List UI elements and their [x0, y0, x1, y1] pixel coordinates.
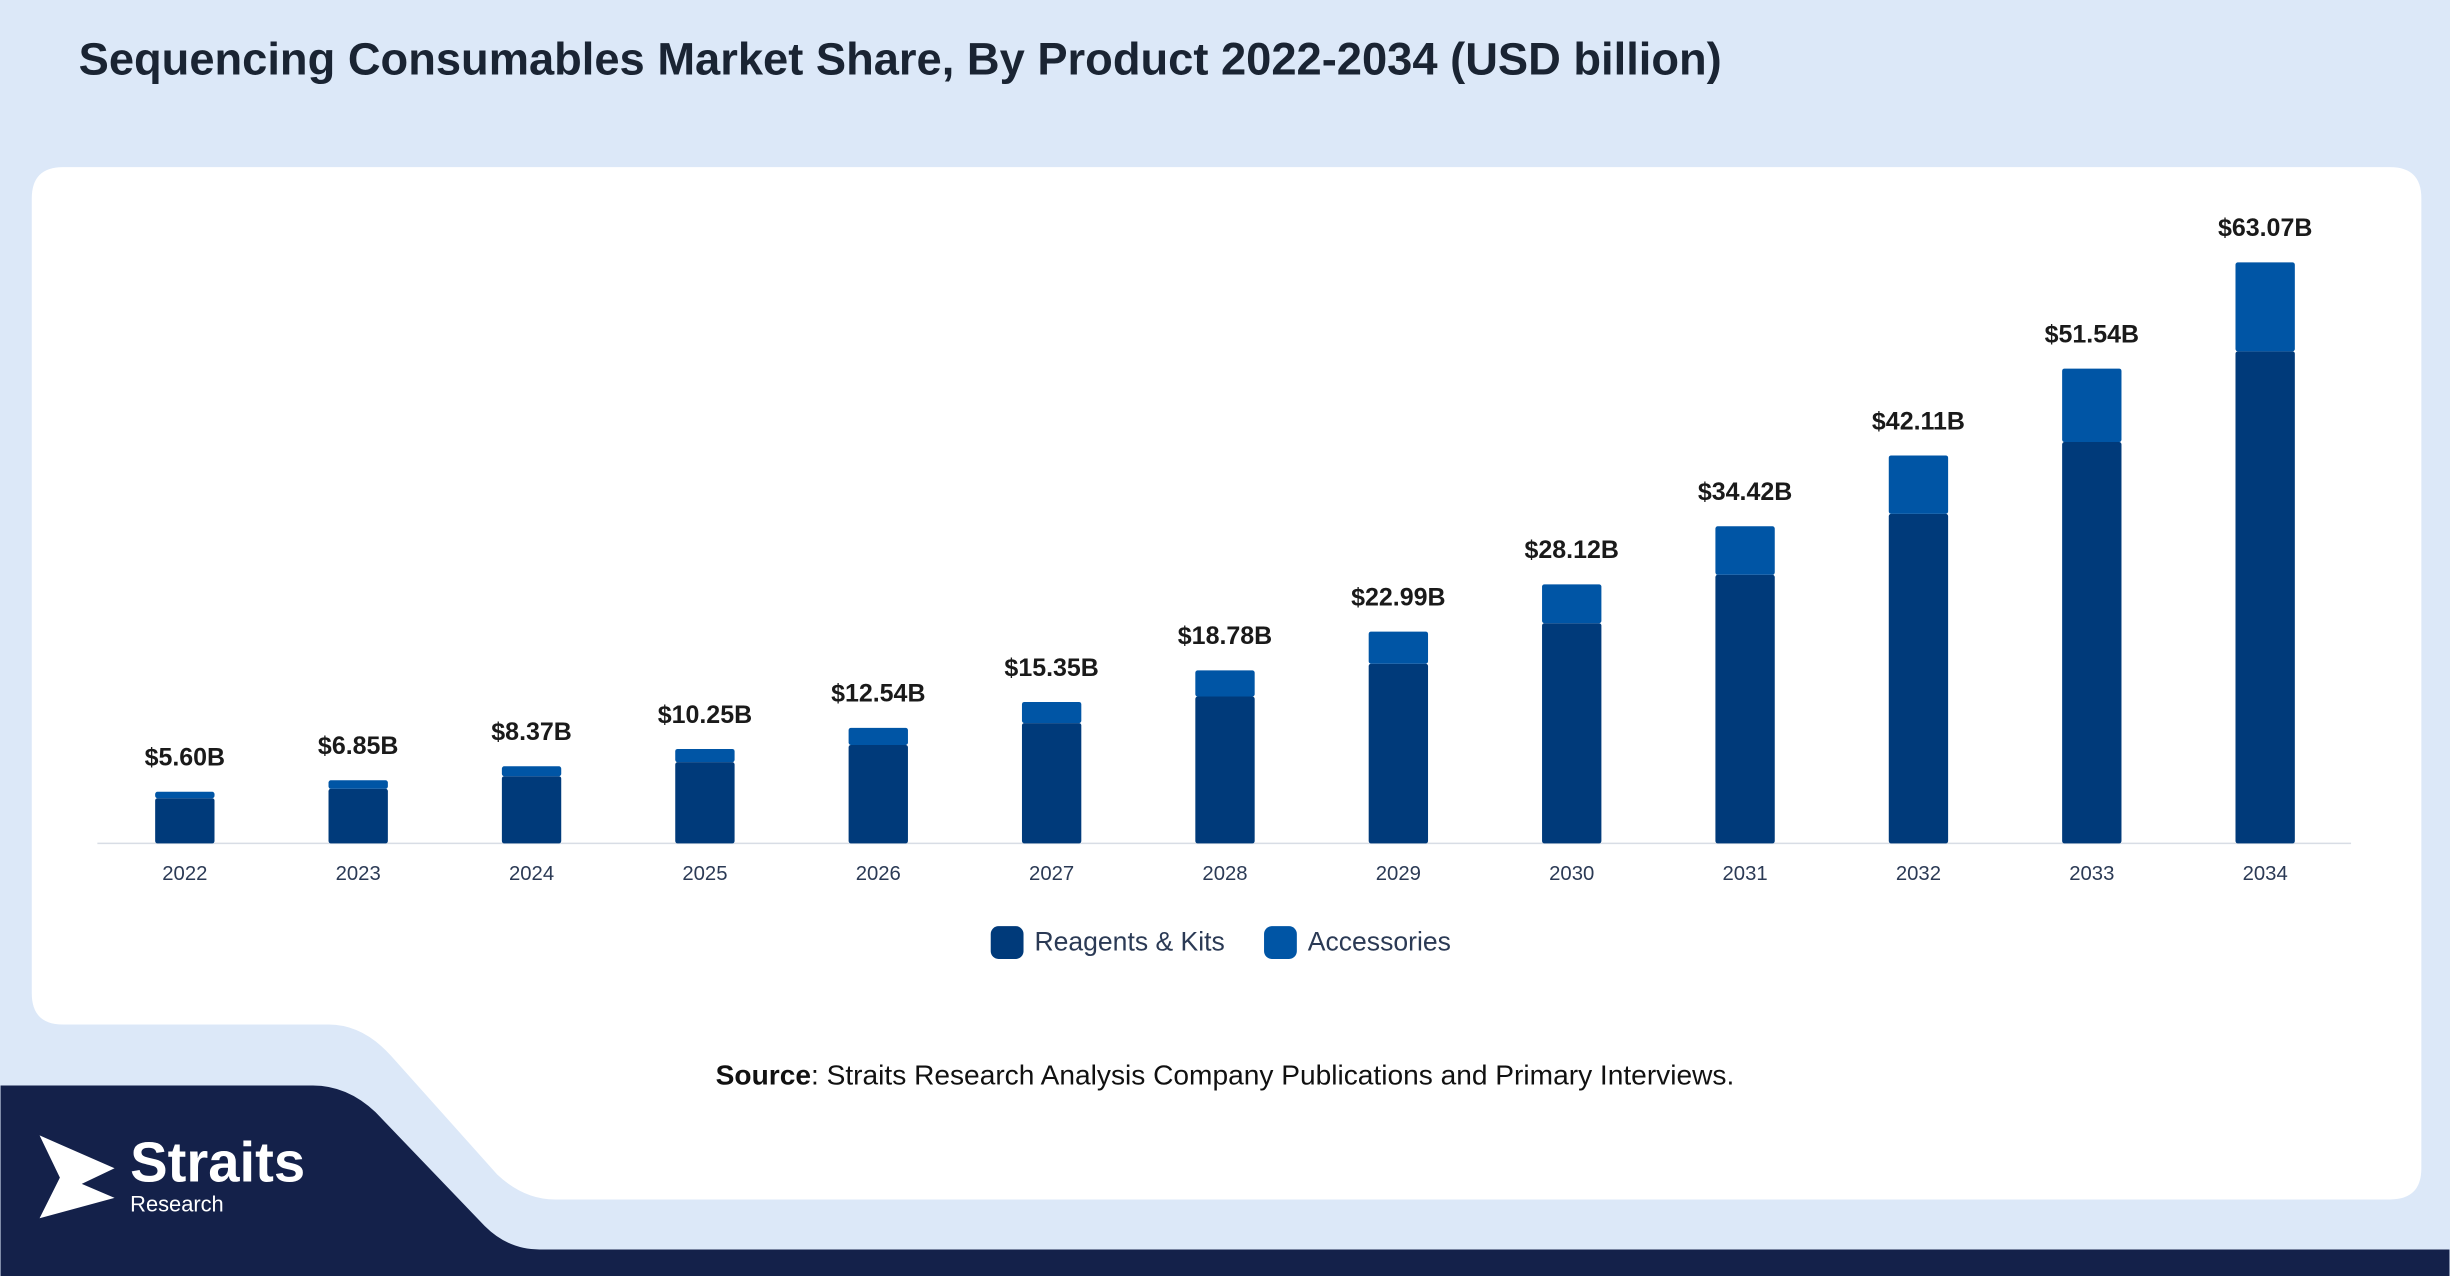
bar-segment	[1888, 513, 1949, 844]
logo-name: Straits	[130, 1131, 305, 1194]
total-label: $12.54B	[831, 680, 925, 708]
logo-subtitle: Research	[130, 1191, 224, 1216]
x-tick-label: 2029	[1376, 863, 1421, 885]
bar-segment	[848, 727, 908, 745]
x-tick-label: 2023	[336, 863, 381, 885]
total-label: $34.42B	[1698, 478, 1792, 506]
x-tick-label: 2027	[1029, 863, 1074, 885]
bar-segment	[848, 744, 908, 844]
legend-label: Accessories	[1308, 926, 1451, 956]
x-tick-label: 2032	[1896, 863, 1941, 885]
bar-segment	[1368, 631, 1429, 664]
bar-segment	[1542, 584, 1602, 624]
total-label: $28.12B	[1525, 536, 1619, 564]
bar-segment	[155, 791, 215, 799]
source-text: : Straits Research Analysis Company Publ…	[811, 1060, 1734, 1091]
chart-title: Sequencing Consumables Market Share, By …	[79, 33, 1722, 84]
x-tick-label: 2022	[162, 863, 207, 885]
legend-label: Reagents & Kits	[1034, 926, 1224, 956]
bar-segment	[1368, 663, 1429, 844]
x-tick-label: 2034	[2243, 863, 2288, 885]
legend-swatch	[990, 926, 1024, 959]
x-tick-label: 2026	[856, 863, 901, 885]
x-tick-label: 2025	[682, 863, 727, 885]
x-tick-label: 2031	[1723, 863, 1768, 885]
bar-segment	[501, 776, 562, 844]
total-label: $5.60B	[145, 744, 226, 772]
bar-segment	[1195, 670, 1255, 697]
bar-segment	[1021, 701, 1082, 724]
total-label: $15.35B	[1004, 654, 1098, 682]
source: Source: Straits Research Analysis Compan…	[716, 1060, 1735, 1091]
source-label: Source	[716, 1060, 811, 1091]
total-label: $18.78B	[1178, 622, 1272, 650]
x-tick-label: 2030	[1549, 863, 1594, 885]
bar-segment	[2235, 351, 2295, 844]
total-label: $10.25B	[658, 701, 752, 729]
bar-segment	[1888, 455, 1949, 514]
x-tick-label: 2024	[509, 863, 554, 885]
bar-segment	[1195, 696, 1255, 844]
bar-segment	[2062, 442, 2122, 844]
bar-segment	[155, 798, 215, 844]
total-label: $42.11B	[1872, 407, 1965, 435]
total-label: $6.85B	[318, 732, 399, 760]
total-label: $8.37B	[491, 718, 572, 746]
x-tick-label: 2033	[2069, 863, 2114, 885]
total-label: $22.99B	[1351, 583, 1445, 611]
x-tick-label: 2028	[1202, 863, 1247, 885]
footer-band	[0, 1085, 2450, 1276]
bar-segment	[2235, 262, 2295, 352]
bar-segment	[1715, 574, 1775, 844]
total-label: $63.07B	[2218, 214, 2312, 242]
bar-segment	[675, 748, 735, 763]
bar-segment	[1715, 526, 1775, 575]
bar-segment	[1542, 623, 1602, 844]
bar-segment	[2062, 368, 2122, 443]
legend-swatch	[1264, 926, 1297, 959]
bar-segment	[501, 766, 562, 777]
logo-icon	[39, 1135, 115, 1219]
bar-segment	[328, 780, 388, 789]
total-label: $51.54B	[2045, 320, 2139, 348]
bar-segment	[328, 788, 388, 844]
bar-segment	[1021, 723, 1082, 844]
bar-segment	[675, 762, 735, 844]
